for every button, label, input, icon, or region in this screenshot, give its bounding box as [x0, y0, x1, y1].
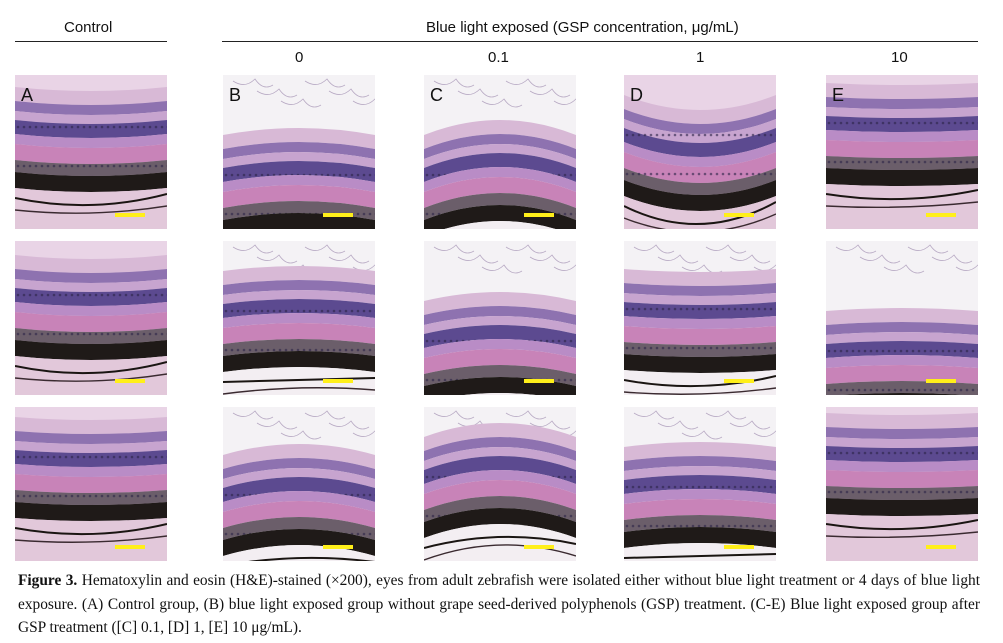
header-conc-1: 1: [696, 49, 705, 66]
scale-bar: [724, 213, 754, 217]
header-exposed-rule: [222, 41, 978, 42]
panel-label-e: E: [832, 85, 845, 105]
header-conc-0-1: 0.1: [488, 49, 509, 66]
micrograph-panel-r1-c2: B: [223, 75, 375, 229]
micrograph-panel-r2-c1: [15, 241, 167, 395]
scale-bar: [724, 379, 754, 383]
micrograph-panel-r1-c3: C: [424, 75, 576, 229]
header-blue-light-exposed: Blue light exposed (GSP concentration, μ…: [426, 19, 739, 36]
panel-label-d: D: [630, 85, 643, 105]
figure-label: Figure 3.: [18, 572, 78, 589]
scale-bar: [524, 545, 554, 549]
panel-label-b: B: [229, 85, 242, 105]
micrograph-panel-r2-c4: [624, 241, 776, 395]
micrograph-panel-r3-c4: [624, 407, 776, 561]
scale-bar: [724, 545, 754, 549]
micrograph-panel-r2-c2: [223, 241, 375, 395]
figure-caption: Figure 3. Hematoxylin and eosin (H&E)-st…: [18, 569, 980, 640]
panel-label-a: A: [21, 85, 34, 105]
micrograph-panel-r1-c5: E: [826, 75, 978, 229]
micrograph-panel-r1-c4: D: [624, 75, 776, 229]
micrograph-panel-r1-c1: A: [15, 75, 167, 229]
scale-bar: [524, 379, 554, 383]
scale-bar: [926, 213, 956, 217]
header-control: Control: [64, 19, 113, 36]
micrograph-panel-r2-c5: [826, 241, 978, 395]
scale-bar: [926, 379, 956, 383]
scale-bar: [115, 545, 145, 549]
header-conc-10: 10: [891, 49, 908, 66]
scale-bar: [926, 545, 956, 549]
scale-bar: [323, 545, 353, 549]
micrograph-panel-r3-c2: [223, 407, 375, 561]
micrograph-panel-r3-c3: [424, 407, 576, 561]
header-control-rule: [15, 41, 167, 42]
scale-bar: [524, 213, 554, 217]
header-conc-0: 0: [295, 49, 304, 66]
micrograph-panel-r3-c1: [15, 407, 167, 561]
panel-label-c: C: [430, 85, 443, 105]
micrograph-panel-r3-c5: [826, 407, 978, 561]
scale-bar: [323, 213, 353, 217]
scale-bar: [115, 379, 145, 383]
caption-text: Hematoxylin and eosin (H&E)-stained (×20…: [18, 572, 980, 636]
scale-bar: [323, 379, 353, 383]
scale-bar: [115, 213, 145, 217]
micrograph-panel-r2-c3: [424, 241, 576, 395]
